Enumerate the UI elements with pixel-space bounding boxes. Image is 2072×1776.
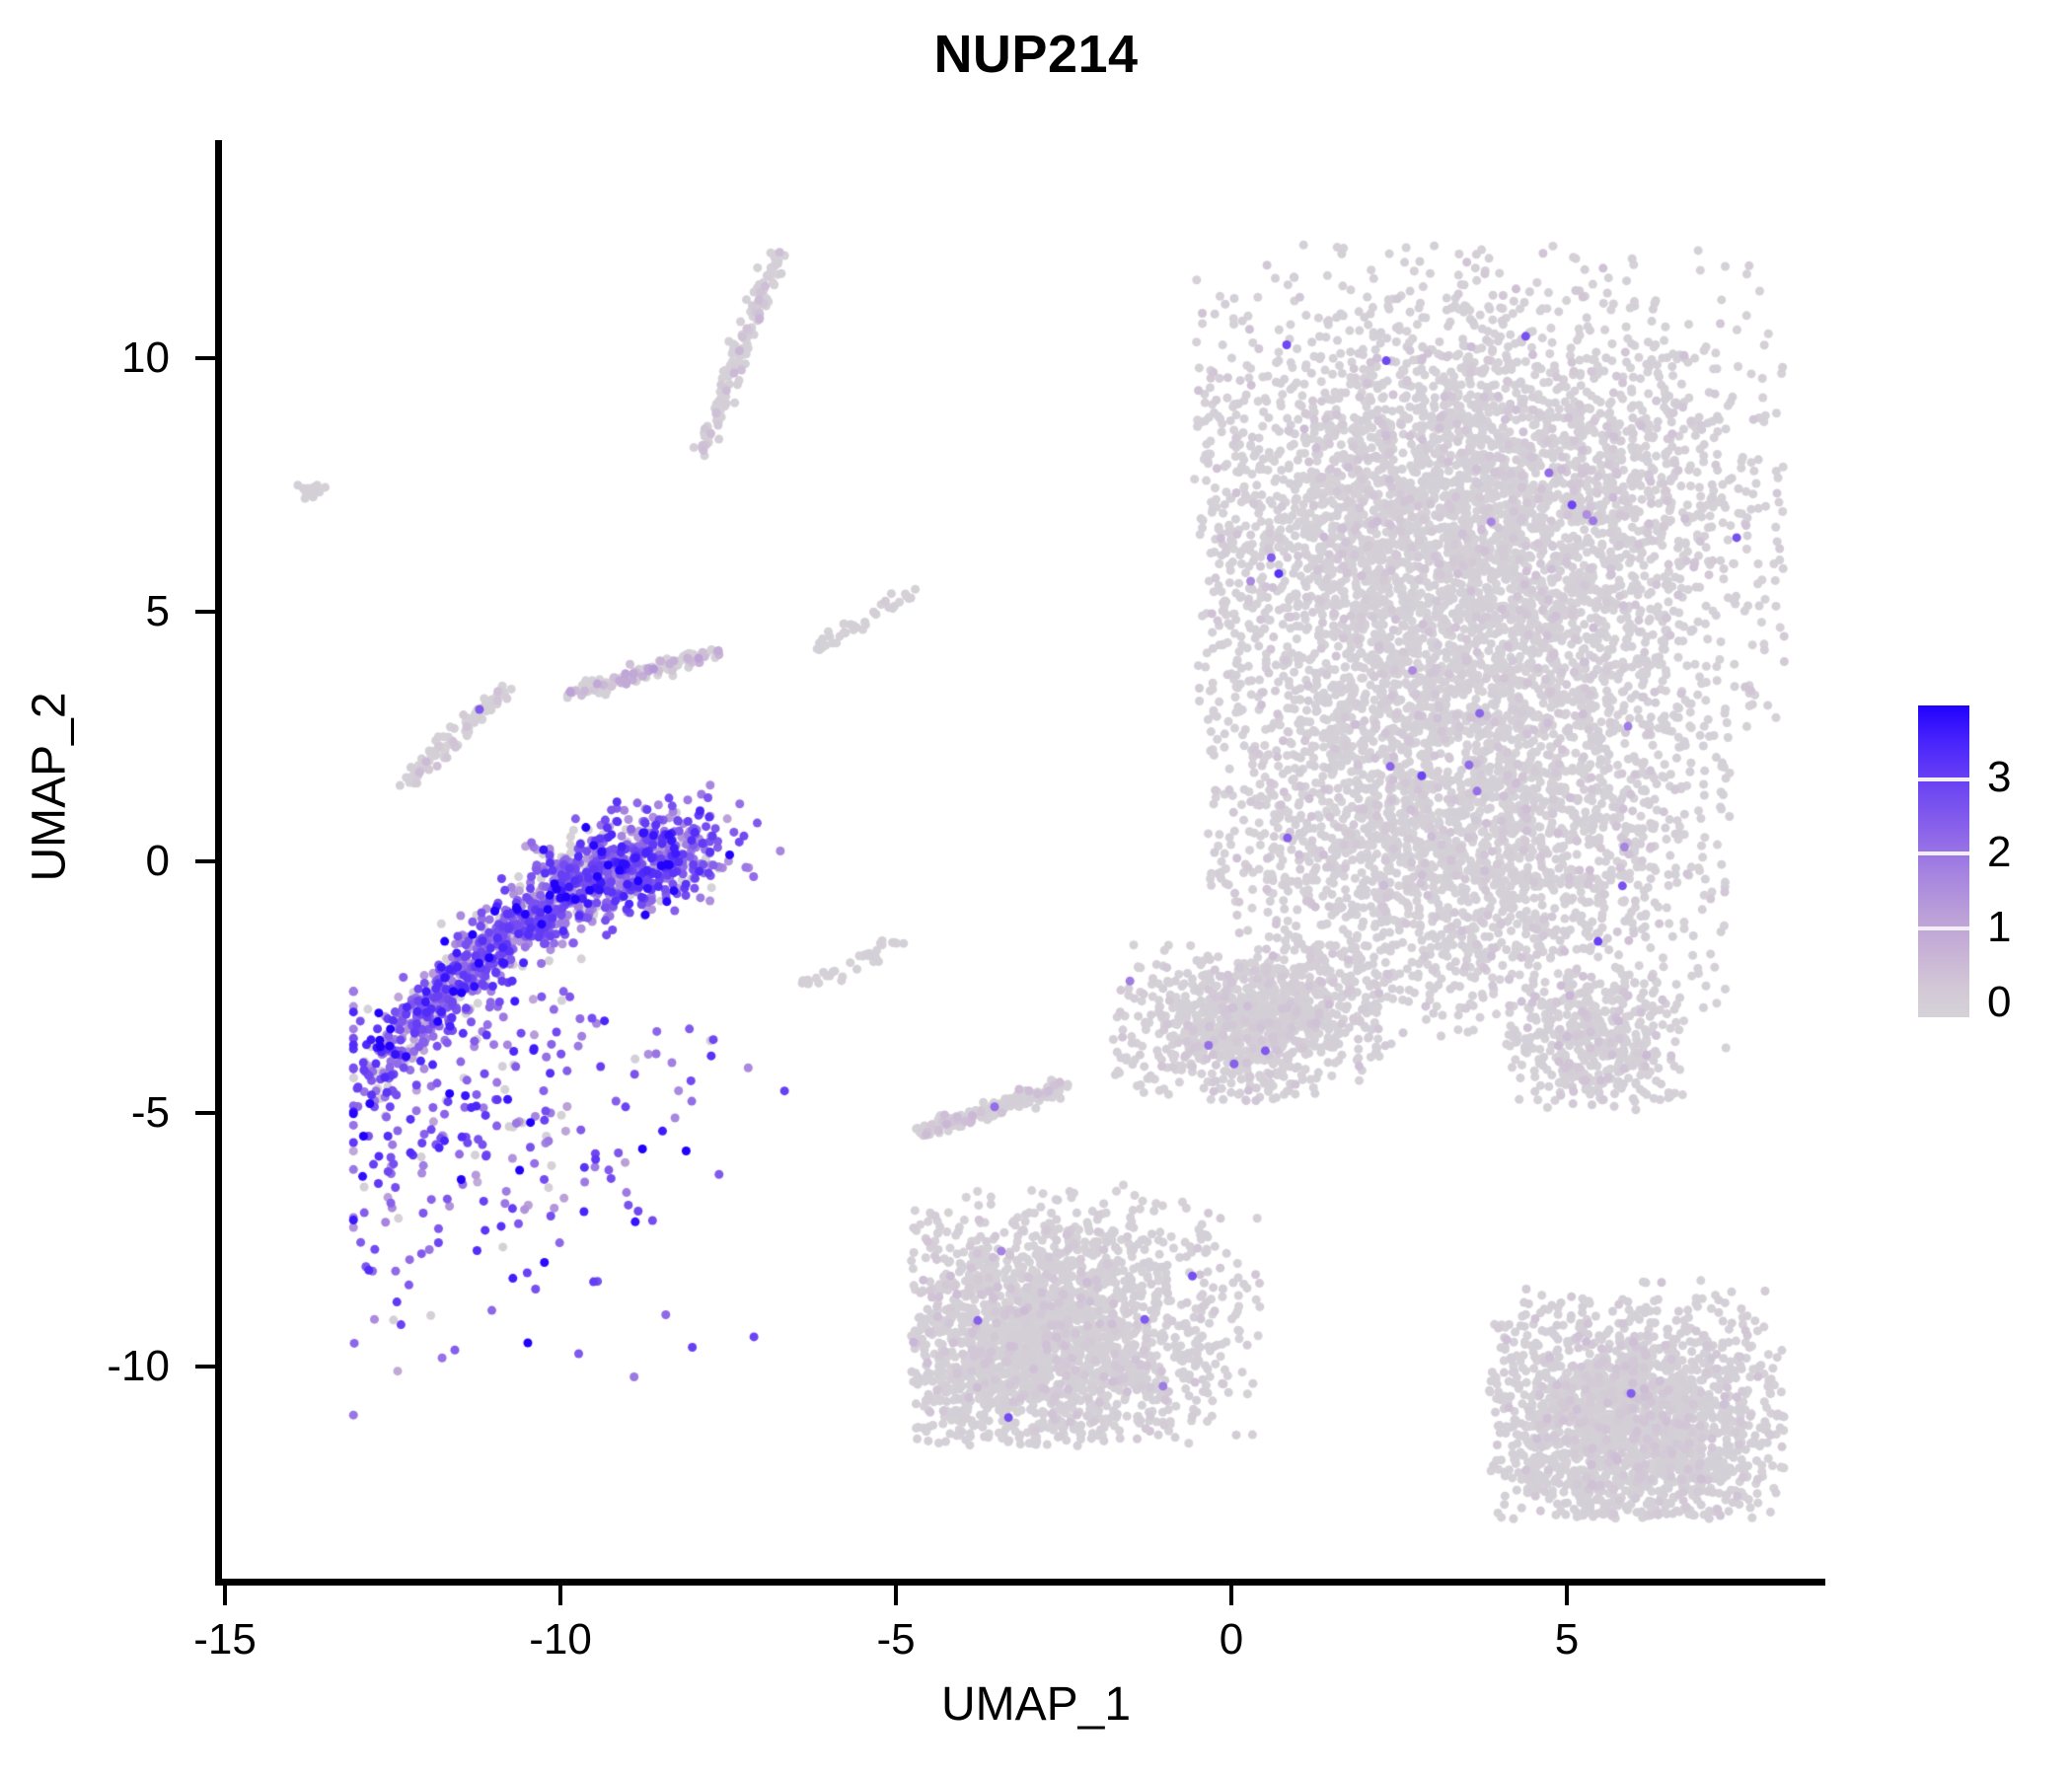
x-tick-label: 0: [1219, 1615, 1244, 1664]
color-legend-label: 2: [1987, 828, 2012, 876]
color-legend-tick: [1918, 777, 1969, 781]
color-legend-tick: [1918, 926, 1969, 930]
scatter-points-canvas: [219, 140, 1825, 1582]
y-tick-label: 10: [121, 333, 170, 382]
x-tick-mark: [223, 1586, 227, 1605]
y-axis-line: [215, 140, 222, 1586]
x-tick-label: -5: [876, 1615, 916, 1664]
color-legend-gradient-bar: [1918, 705, 1969, 1017]
y-axis-title: UMAP_2: [23, 692, 76, 882]
x-tick-mark: [1565, 1586, 1569, 1605]
y-tick-mark: [195, 1365, 215, 1369]
x-tick-label: -15: [193, 1615, 257, 1664]
x-tick-label: 5: [1554, 1615, 1580, 1664]
y-tick-mark: [195, 610, 215, 614]
color-legend-label: 3: [1987, 753, 2012, 801]
color-legend-label: 0: [1987, 978, 2012, 1026]
y-tick-label: -5: [130, 1088, 170, 1137]
page-title: NUP214: [933, 25, 1139, 84]
x-axis-title: UMAP_1: [940, 1678, 1132, 1731]
color-legend-tick: [1918, 851, 1969, 855]
y-tick-label: 5: [145, 587, 170, 635]
y-tick-label: 0: [145, 837, 170, 885]
y-tick-mark: [195, 859, 215, 863]
x-tick-mark: [558, 1586, 562, 1605]
y-tick-label: -10: [107, 1342, 170, 1390]
x-tick-mark: [894, 1586, 898, 1605]
x-tick-label: -10: [529, 1615, 592, 1664]
y-tick-mark: [195, 1111, 215, 1115]
color-legend: 3 2 1 0: [1904, 691, 2062, 1036]
x-tick-mark: [1229, 1586, 1233, 1605]
plot-panel: [219, 140, 1825, 1582]
x-axis-line: [215, 1579, 1825, 1586]
y-tick-mark: [195, 356, 215, 360]
color-legend-label: 1: [1987, 903, 2012, 951]
